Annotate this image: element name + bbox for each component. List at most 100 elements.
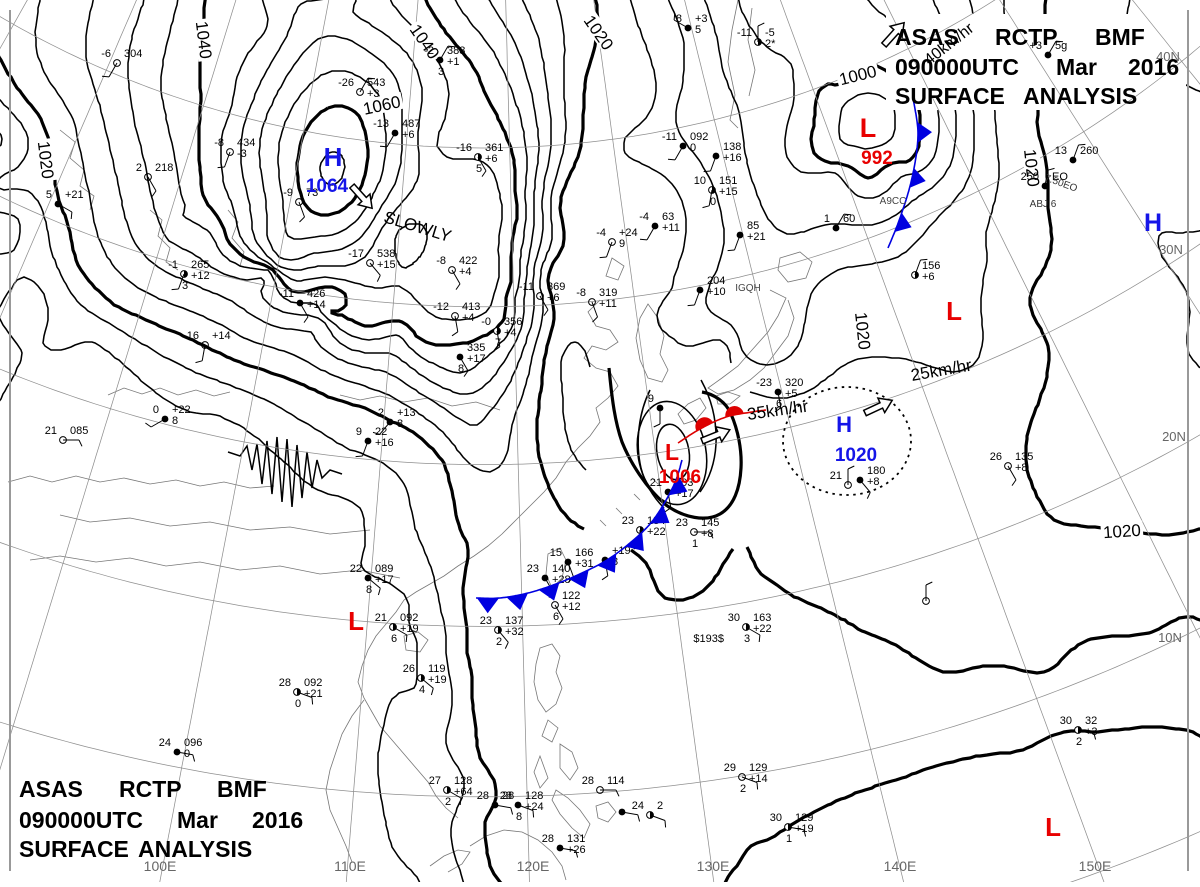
svg-text:128: 128	[525, 790, 543, 802]
svg-text:ABJ 6: ABJ 6	[1030, 199, 1057, 210]
svg-text:-23: -23	[756, 377, 772, 389]
svg-text:28: 28	[279, 677, 291, 689]
svg-text:-8: -8	[214, 137, 224, 149]
svg-text:1020: 1020	[835, 445, 877, 466]
svg-text:-3: -3	[237, 148, 247, 160]
svg-text:085: 085	[70, 425, 88, 437]
svg-text:+12: +12	[191, 270, 210, 282]
svg-text:0: 0	[690, 142, 696, 154]
svg-text:145: 145	[701, 517, 719, 529]
svg-text:2016: 2016	[252, 807, 303, 833]
svg-text:-16: -16	[456, 142, 472, 154]
svg-text:+6: +6	[485, 153, 498, 165]
svg-text:487: 487	[402, 118, 420, 130]
svg-text:27: 27	[429, 775, 441, 787]
svg-text:10: 10	[694, 175, 706, 187]
svg-text:-8: -8	[436, 255, 446, 267]
svg-text:+5: +5	[785, 388, 798, 400]
svg-text:+14: +14	[212, 330, 231, 342]
svg-text:H: H	[324, 142, 343, 172]
svg-text:BMF: BMF	[1095, 24, 1145, 50]
svg-text:3: 3	[438, 66, 444, 78]
svg-text:30N: 30N	[1159, 242, 1183, 257]
svg-text:-11: -11	[737, 27, 752, 39]
svg-text:H: H	[1144, 209, 1162, 237]
svg-text:388: 388	[447, 45, 465, 57]
svg-text:-1: -1	[168, 259, 178, 271]
svg-text:+8: +8	[701, 528, 714, 540]
svg-text:15: 15	[550, 547, 562, 559]
svg-text:5: 5	[476, 163, 482, 175]
svg-text:+26: +26	[567, 844, 586, 856]
svg-text:1020: 1020	[851, 311, 874, 351]
svg-text:0: 0	[153, 404, 159, 416]
svg-text:RCTP: RCTP	[119, 776, 182, 802]
svg-text:156: 156	[922, 260, 940, 272]
svg-text:+14: +14	[307, 299, 326, 311]
svg-text:092: 092	[304, 677, 322, 689]
svg-text:0: 0	[710, 196, 716, 208]
svg-text:+8: +8	[867, 476, 880, 488]
svg-text:32: 32	[1085, 715, 1097, 727]
svg-text:9: 9	[619, 238, 625, 250]
svg-text:+6: +6	[547, 292, 560, 304]
svg-text:RCTP: RCTP	[995, 24, 1058, 50]
svg-text:-4: -4	[639, 211, 649, 223]
svg-text:+21: +21	[304, 688, 323, 700]
svg-text:1040: 1040	[192, 20, 215, 60]
svg-text:EO: EO	[1052, 171, 1068, 183]
svg-text:+4: +4	[462, 312, 475, 324]
svg-text:20N: 20N	[1162, 429, 1186, 444]
svg-text:+19: +19	[795, 823, 814, 835]
svg-text:29: 29	[724, 762, 736, 774]
svg-text:-4: -4	[596, 227, 606, 239]
svg-text:8: 8	[397, 418, 403, 430]
svg-text:434: 434	[237, 137, 255, 149]
svg-text:+22: +22	[753, 623, 772, 635]
svg-text:23: 23	[622, 515, 634, 527]
svg-text:5: 5	[46, 189, 52, 201]
svg-text:85: 85	[747, 220, 759, 232]
svg-text:-13: -13	[373, 118, 389, 130]
svg-text:992: 992	[861, 148, 893, 169]
svg-text:129: 129	[795, 812, 813, 824]
svg-text:120E: 120E	[517, 858, 550, 874]
svg-text:L: L	[860, 113, 877, 143]
svg-text:-2: -2	[424, 45, 434, 57]
svg-text:8: 8	[516, 811, 522, 823]
svg-text:ANALYSIS: ANALYSIS	[1023, 83, 1137, 109]
svg-text:+16: +16	[723, 152, 742, 164]
svg-text:2016: 2016	[1128, 54, 1179, 80]
svg-text:8: 8	[458, 363, 464, 375]
svg-text:Mar: Mar	[177, 807, 218, 833]
svg-text:2: 2	[445, 796, 451, 808]
svg-text:-11: -11	[662, 131, 677, 143]
svg-text:138: 138	[723, 141, 741, 153]
svg-text:30: 30	[1060, 715, 1072, 727]
svg-text:+14: +14	[749, 773, 768, 785]
svg-text:137: 137	[505, 615, 523, 627]
svg-text:151: 151	[719, 175, 737, 187]
svg-text:+15: +15	[377, 259, 396, 271]
svg-text:2: 2	[740, 783, 746, 795]
svg-text:9: 9	[356, 426, 362, 438]
svg-text:A9CC: A9CC	[880, 196, 907, 207]
svg-text:22: 22	[375, 426, 387, 438]
svg-text:+8: +8	[1015, 462, 1028, 474]
svg-text:ANALYSIS: ANALYSIS	[138, 836, 252, 862]
svg-text:+3: +3	[1085, 726, 1098, 738]
svg-text:2: 2	[136, 162, 142, 174]
svg-text:L: L	[665, 439, 679, 465]
svg-text:135: 135	[1015, 451, 1033, 463]
svg-text:422: 422	[459, 255, 477, 267]
svg-text:+17: +17	[375, 574, 394, 586]
svg-text:21: 21	[830, 470, 842, 482]
svg-text:-16: -16	[183, 330, 199, 342]
svg-text:40N: 40N	[1156, 49, 1180, 64]
svg-text:-12: -12	[433, 301, 449, 313]
svg-text:+32: +32	[505, 626, 524, 638]
svg-text:Mar: Mar	[1056, 54, 1097, 80]
svg-text:543: 543	[367, 77, 385, 89]
svg-text:089: 089	[375, 563, 393, 575]
svg-text:+6: +6	[402, 129, 415, 141]
